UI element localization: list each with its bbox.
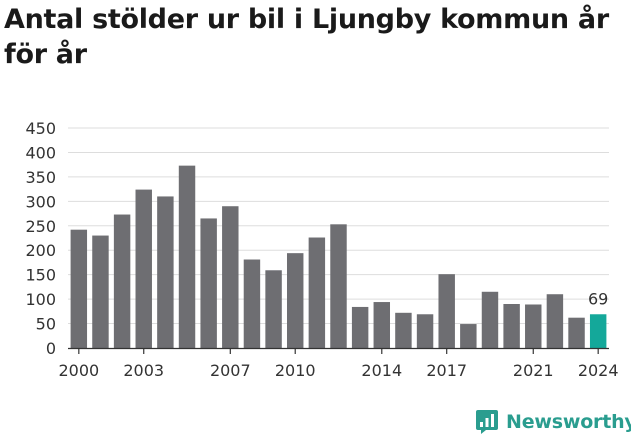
x-tick-label: 2024 — [578, 361, 619, 380]
bar — [308, 237, 326, 348]
bar — [568, 317, 585, 348]
bar — [92, 235, 109, 348]
bar — [460, 324, 477, 348]
y-tick-label: 150 — [25, 266, 56, 285]
bars — [70, 165, 607, 348]
bar — [416, 314, 434, 348]
bar — [481, 291, 499, 348]
bar — [243, 259, 261, 348]
data-label: 69 — [588, 289, 608, 308]
y-tick-label: 250 — [25, 217, 56, 236]
bar — [286, 253, 304, 348]
bar — [330, 224, 347, 348]
bar — [157, 196, 174, 348]
brand-name: Newsworthy — [506, 411, 631, 433]
bar — [265, 270, 282, 348]
y-tick-label: 450 — [25, 119, 56, 138]
x-tick-label: 2021 — [513, 361, 554, 380]
y-tick-label: 400 — [25, 143, 56, 162]
bar — [373, 302, 391, 348]
newsworthy-logo: Newsworthy — [475, 405, 631, 439]
x-tick-label: 2003 — [123, 361, 164, 380]
chart-title: Antal stölder ur bil i Ljungby kommun år… — [4, 4, 609, 70]
x-tick-label: 2000 — [58, 361, 99, 380]
bar — [178, 165, 196, 348]
x-tick-label: 2017 — [426, 361, 467, 380]
y-tick-label: 350 — [25, 168, 56, 187]
bar — [222, 206, 239, 348]
bar — [113, 214, 131, 348]
bar — [503, 304, 520, 348]
bar — [546, 294, 564, 348]
labels: 0 50 100 150 200 250 300 350 400 450 69 2000 2003 200… — [25, 119, 618, 380]
axes — [68, 347, 609, 354]
highlight-bar — [589, 314, 607, 348]
chart-bubble-icon — [476, 410, 498, 434]
bar — [395, 312, 412, 348]
x-tick-label: 2010 — [275, 361, 316, 380]
bar — [135, 189, 152, 348]
bar-chart: 0 50 100 150 200 250 300 350 400 450 69 2000 2003 200… — [25, 119, 618, 380]
bar — [70, 229, 88, 348]
bar — [525, 304, 542, 348]
y-tick-label: 50 — [36, 315, 56, 334]
y-tick-label: 0 — [46, 339, 56, 358]
x-tick-label: 2014 — [361, 361, 402, 380]
y-tick-label: 100 — [25, 290, 56, 309]
bar — [351, 306, 369, 348]
bar — [438, 274, 455, 348]
y-tick-label: 200 — [25, 241, 56, 260]
y-tick-label: 300 — [25, 192, 56, 211]
bar — [200, 218, 217, 348]
x-tick-label: 2007 — [210, 361, 251, 380]
